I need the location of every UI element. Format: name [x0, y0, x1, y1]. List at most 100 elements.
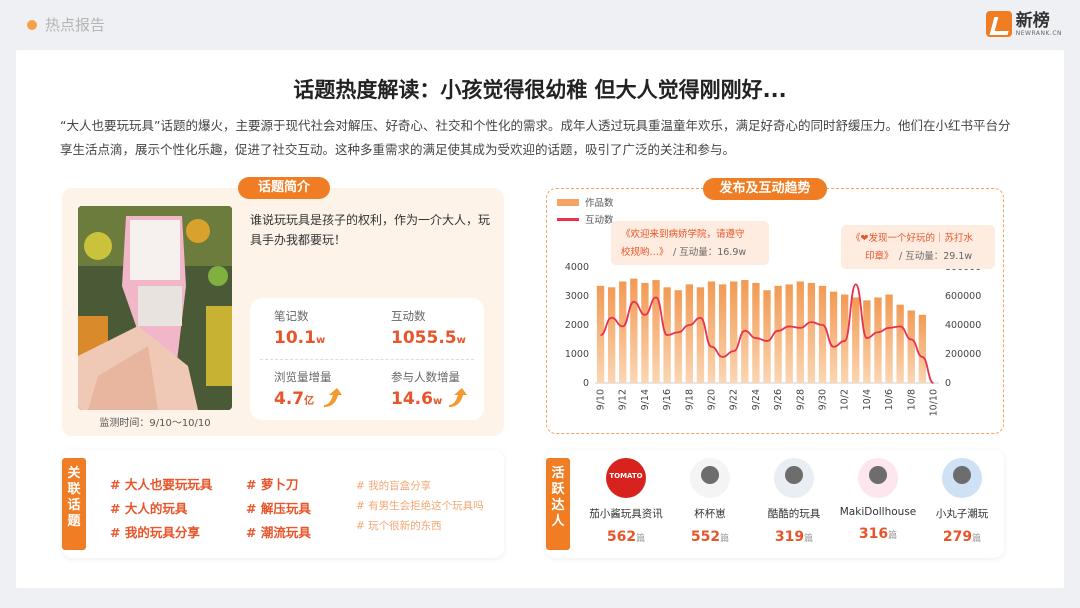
monitor-period: 监测时间：9/10～10/10 [99, 418, 211, 429]
bar-10/9 [918, 314, 927, 383]
bar-10/2 [841, 294, 849, 383]
topic-link[interactable]: # 我的玩具分享 [110, 525, 200, 540]
avatar-figure-icon [869, 466, 887, 484]
x-tick-label: 9/12 [618, 389, 629, 410]
bar-9/19 [696, 287, 705, 383]
x-tick-label: 9/22 [729, 389, 740, 410]
bar-9/24 [752, 282, 760, 383]
callout-right: 《❤发现一个好玩的｜苏打水 印章》 / 互动量：29.1w [841, 225, 995, 269]
kol-avatar[interactable] [690, 458, 730, 498]
report-label: 热点报告 [45, 16, 106, 34]
kol-avatar[interactable] [942, 458, 982, 498]
bar-9/11 [607, 287, 616, 383]
avatar-badge: TOMATO [609, 472, 643, 480]
toy-gun-image [78, 206, 232, 410]
topic-link[interactable]: # 大人也要玩玩具 [110, 477, 213, 492]
stat-interactions: 互动数 1055.5w [391, 309, 466, 348]
topic-link[interactable]: # 萝卜刀 [246, 477, 299, 492]
topic-summary-panel: 话题简介 监测时间：9/10～10/10 谁说玩玩具是孩子的权利，作为一介大人，… [62, 177, 504, 436]
topic-summary-tag: 话题简介 [238, 177, 330, 199]
x-tick-label: 9/30 [817, 389, 828, 410]
related-topics-tag: 关联话题 [62, 458, 86, 550]
x-tick-label: 9/14 [640, 389, 651, 410]
kol-avatar[interactable] [858, 458, 898, 498]
bar-9/15 [652, 280, 660, 383]
top-bar: 热点报告 新榜 NEWRANK.CN [0, 0, 1080, 50]
kol-item[interactable]: 酷酷的玩具 319篇 [754, 458, 834, 545]
bar-9/17 [674, 290, 682, 383]
svg-text:《❤发现一个好玩的｜苏打水: 《❤发现一个好玩的｜苏打水 [851, 232, 973, 244]
y-left-tick-label: 2000 [565, 320, 589, 331]
kol-count: 279篇 [942, 529, 982, 545]
x-tick-label: 9/26 [773, 389, 784, 410]
topic-link[interactable]: # 潮流玩具 [246, 525, 311, 540]
x-tick-label: 10/10 [928, 389, 939, 416]
page-title: 话题热度解读：小孩觉得很幼稚 但大人觉得刚刚好... [293, 78, 787, 102]
bar-9/30 [818, 285, 827, 383]
bar-9/22 [730, 281, 738, 383]
trend-tag: 发布及互动趋势 [703, 178, 827, 200]
legend-line-label: 互动数 [585, 214, 614, 226]
kol-name: 杯杯崽 [694, 508, 726, 520]
y-left-tick-label: 0 [583, 378, 589, 389]
topic-quote: 谁说玩玩具是孩子的权利，作为一介大人，玩具手办我都要玩！ [250, 213, 491, 247]
active-kols-panel: 活跃达人 TOMATO 茄小酱玩具资讯 562篇 杯杯崽 552篇 酷酷的玩具 319篇 Ma… [546, 450, 1004, 558]
intro-paragraph: “大人也要玩玩具”话题的爆火，主要源于现代社会对解压、好奇心、社交和个性化的需求… [60, 118, 1011, 157]
trend-chart: 作品数 互动数 0 1000 2000 3000 4000 0 200000 400000 60… [557, 197, 995, 416]
kol-item[interactable]: 小丸子潮玩 279篇 [922, 458, 1002, 545]
svg-text:/ 互动量：29.1w: / 互动量：29.1w [899, 251, 972, 262]
bar-10/8 [907, 310, 915, 383]
y-right-tick-label: 600000 [945, 291, 981, 302]
x-tick-label: 9/18 [684, 389, 695, 410]
stat-views-growth: 浏览量增量 4.7亿 [250, 359, 367, 420]
kol-avatar[interactable]: TOMATO [606, 458, 646, 498]
stats-box: 笔记数 10.1w 互动数 1055.5w 浏览量增量 4.7亿 参与人数增量 … [250, 298, 484, 420]
report-dot-icon [27, 20, 37, 30]
legend-bar-label: 作品数 [585, 197, 614, 209]
y-left-tick-label: 1000 [565, 349, 589, 360]
topic-link[interactable]: # 大人的玩具 [110, 501, 188, 516]
bar-10/5 [874, 297, 882, 383]
legend-line-swatch [557, 218, 579, 221]
kol-item[interactable]: TOMATO 茄小酱玩具资讯 562篇 [586, 458, 666, 545]
topic-link[interactable]: # 解压玩具 [246, 501, 311, 516]
trend-up-icon [449, 388, 467, 407]
bar-10/7 [896, 304, 904, 383]
x-tick-label: 9/16 [662, 389, 673, 410]
x-tick-label: 10/8 [906, 389, 917, 410]
x-tick-label: 10/4 [862, 389, 873, 410]
kol-count: 552篇 [690, 529, 730, 545]
legend-bar-swatch [557, 199, 579, 206]
x-tick-label: 10/2 [840, 389, 851, 410]
trend-panel: 发布及互动趋势 作品数 互动数 0 1000 2000 3000 4000 0 200000… [546, 178, 1004, 434]
report-card: 话题热度解读：小孩觉得很幼稚 但大人觉得刚刚好... “大人也要玩玩具”话题的爆… [16, 50, 1064, 588]
bar-9/20 [707, 281, 716, 383]
kol-count: 316篇 [858, 526, 898, 542]
callout-left: 《欢迎来到病娇学院，请遵守 校规哟…》 / 互动量：16.9w [611, 221, 769, 265]
kol-item[interactable]: 杯杯崽 552篇 [670, 458, 750, 545]
y-left-tick-label: 4000 [565, 262, 589, 273]
bar-9/25 [763, 290, 771, 383]
trend-up-icon [324, 388, 342, 407]
toy-photo [78, 206, 232, 410]
bar-9/27 [785, 284, 793, 383]
topic-link[interactable]: # 有男生会拒绝这个玩具吗 [356, 500, 484, 512]
stats-divider [260, 359, 474, 360]
avatar-figure-icon [701, 466, 719, 484]
bar-10/4 [863, 300, 871, 383]
kol-avatar[interactable] [774, 458, 814, 498]
kol-item[interactable]: MakiDollhouse 316篇 [838, 458, 918, 542]
x-tick-label: 10/6 [884, 389, 895, 410]
logo-subtext: NEWRANK.CN [1015, 29, 1062, 37]
bar-10/3 [852, 297, 860, 383]
stat-participants-growth: 参与人数增量 14.6w [367, 359, 484, 420]
kol-name: 茄小酱玩具资讯 [589, 508, 663, 520]
topic-link[interactable]: # 玩个很新的东西 [356, 520, 442, 532]
avatar-figure-icon [953, 466, 971, 484]
bar-9/13 [630, 278, 638, 383]
kol-name: 酷酷的玩具 [767, 508, 821, 520]
bar-10/1 [829, 291, 838, 383]
kol-name: MakiDollhouse [839, 506, 917, 518]
topic-link[interactable]: # 我的盲盒分享 [356, 480, 432, 492]
avatar-figure-icon [785, 466, 803, 484]
